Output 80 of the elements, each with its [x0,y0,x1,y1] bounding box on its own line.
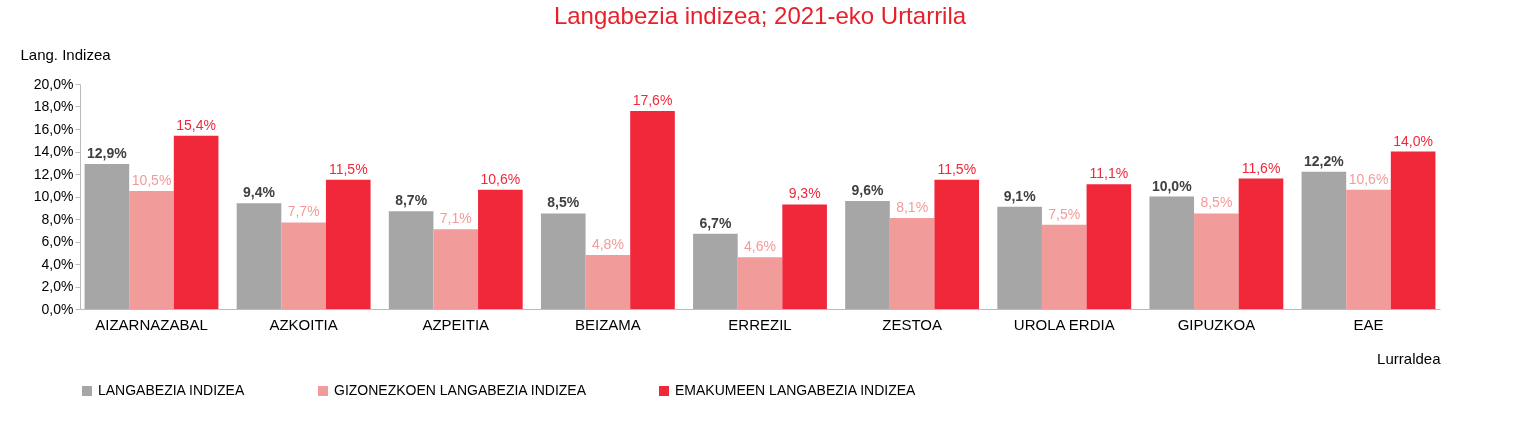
data-label: 14,0% [1393,132,1433,149]
x-tick-label: AZPEITIA [422,315,490,333]
data-label: 10,6% [480,170,521,187]
data-label: 10,6% [1348,170,1389,187]
data-label: 8,7% [395,192,428,209]
data-label: 12,2% [1304,152,1345,169]
data-label: 17,6% [632,92,673,108]
bar [1301,171,1347,309]
x-tick-label: AIZARNAZABAL [95,315,208,333]
bar [173,135,219,309]
bar [1238,178,1284,309]
x-axis-title: Lurraldea [1377,349,1442,367]
data-label: 4,8% [591,236,624,252]
data-label: 12,9% [87,144,128,161]
y-tick-label: 4,0% [41,255,74,272]
x-tick-label: EAE [1353,315,1384,333]
y-tick-label: 14,0% [33,143,74,159]
x-tick-label: ZESTOA [882,315,942,333]
data-label: 9,3% [788,185,821,202]
bar [433,229,479,309]
bar [1149,196,1195,309]
bar [630,111,675,309]
data-label: 11,1% [1089,165,1129,182]
data-label: 11,6% [1241,159,1281,176]
x-tick-label: BEIZAMA [574,315,641,333]
data-label: 10,0% [1151,177,1193,194]
data-label: 8,5% [1200,194,1233,211]
bar [934,179,980,309]
data-label: 10,5% [131,171,172,188]
x-tick-label: ERREZIL [728,315,792,333]
bar [737,257,783,309]
data-label: 4,6% [744,238,776,255]
data-label: 8,5% [547,194,580,211]
data-label: 11,5% [328,160,368,177]
bar [585,255,631,309]
bar [388,211,434,309]
bar [997,206,1042,309]
bar [478,189,523,309]
bar [236,203,282,309]
bar [782,204,827,309]
legend-label: LANGABEZIA INDIZEA [98,382,245,398]
y-tick-label: 0,0% [41,300,74,317]
bar [1346,189,1391,309]
data-label: 9,4% [243,184,276,201]
data-label: 8,1% [896,198,929,215]
bar [1041,224,1087,309]
legend-label: EMAKUMEEN LANGABEZIA INDIZEA [675,382,917,398]
data-label: 11,5% [937,160,977,177]
y-tick-label: 6,0% [41,233,74,249]
y-tick-label: 16,0% [33,120,74,137]
bar [845,201,890,309]
bar [540,213,586,309]
x-tick-label: UROLA ERDIA [1013,315,1115,333]
data-label: 7,1% [439,210,472,227]
bar [281,222,326,309]
data-label: 9,1% [1003,187,1037,204]
bar [325,179,371,309]
bar [693,233,738,309]
chart-title: Langabezia indizea; 2021-eko Urtarrila [553,2,967,29]
bar [1194,213,1239,309]
y-tick-label: 2,0% [41,278,74,294]
bar [1390,151,1436,309]
bar [889,217,935,309]
data-label: 7,7% [287,203,320,220]
y-tick-label: 20,0% [33,75,74,92]
y-axis-title: Lang. Indizea [20,45,112,63]
legend-label: GIZONEZKOEN LANGABEZIA INDIZEA [334,382,587,398]
y-tick-label: 8,0% [41,210,74,227]
data-label: 7,5% [1048,205,1081,222]
bar [1086,184,1132,309]
bar [129,190,174,309]
y-tick-label: 18,0% [33,98,74,114]
y-tick-label: 10,0% [33,188,74,204]
data-label: 6,7% [699,214,732,231]
x-tick-label: AZKOITIA [269,315,338,333]
data-label: 9,6% [851,182,884,198]
y-tick-label: 12,0% [33,165,74,182]
data-label: 15,4% [176,116,216,133]
bar [84,163,130,309]
x-tick-label: GIPUZKOA [1177,315,1256,333]
